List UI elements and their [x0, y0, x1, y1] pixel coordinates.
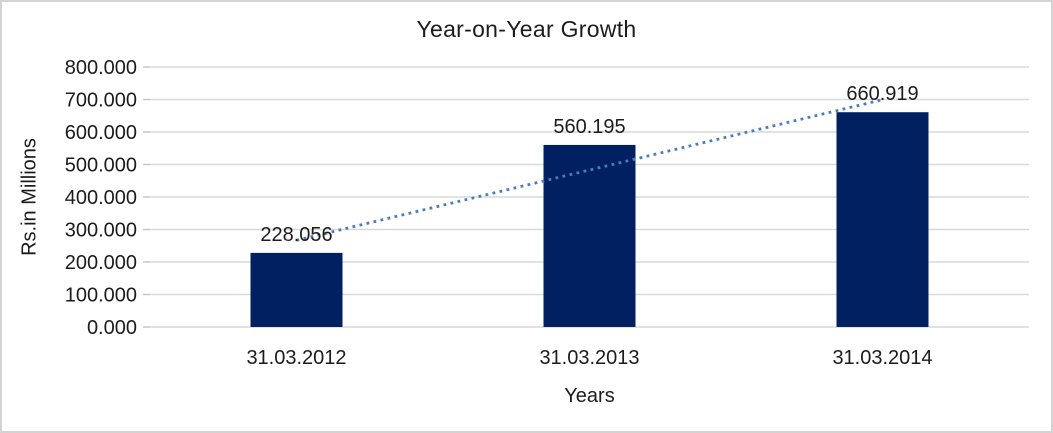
y-tick-label: 800.000 — [65, 57, 137, 79]
y-tick-label: 300.000 — [65, 220, 137, 242]
bar — [543, 144, 636, 327]
y-tick-label: 500.000 — [65, 155, 137, 177]
y-tick-label: 400.000 — [65, 187, 137, 209]
y-tick-label: 200.000 — [65, 252, 137, 274]
x-category-label: 31.03.2013 — [539, 347, 639, 369]
y-tick-label: 600.000 — [65, 122, 137, 144]
chart-title: Year-on-Year Growth — [416, 16, 637, 42]
x-category-label: 31.03.2012 — [246, 347, 346, 369]
y-tick-label: 700.000 — [65, 90, 137, 112]
bar — [836, 112, 929, 327]
bar-value-label: 228.056 — [260, 224, 332, 246]
y-tick-label: 100.000 — [65, 285, 137, 307]
x-category-label: 31.03.2014 — [832, 347, 932, 369]
bar-value-label: 660.919 — [846, 83, 918, 105]
bar-value-label: 560.195 — [553, 116, 625, 138]
y-tick-label: 0.000 — [87, 317, 137, 339]
bar — [250, 252, 343, 327]
x-axis-title: Years — [564, 385, 615, 407]
